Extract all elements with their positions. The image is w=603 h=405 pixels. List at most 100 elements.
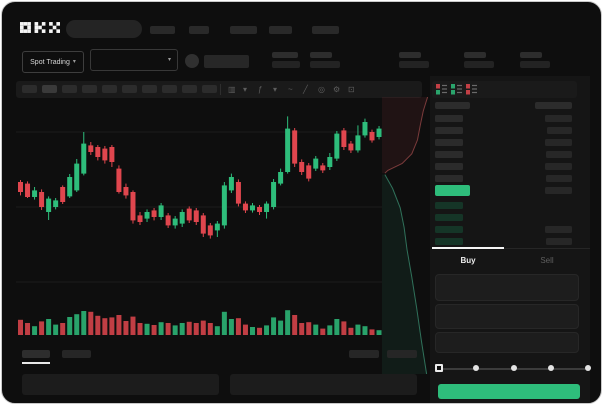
volume-bar xyxy=(165,323,171,335)
interval-button[interactable] xyxy=(122,85,137,93)
slider-stop[interactable] xyxy=(585,365,591,371)
snapshot-icon[interactable]: ◎ xyxy=(318,85,325,94)
candle xyxy=(285,116,291,335)
order-history-panel[interactable] xyxy=(230,374,417,395)
volume-bar xyxy=(144,323,150,335)
open-orders-panel[interactable] xyxy=(22,374,219,395)
volume-bar xyxy=(179,323,185,335)
orderbook-amount-header xyxy=(535,102,572,109)
volume-bar xyxy=(376,330,382,335)
candle xyxy=(88,142,94,335)
stat-label xyxy=(520,52,542,58)
interval-button[interactable] xyxy=(82,85,97,93)
nav-item[interactable] xyxy=(189,26,209,34)
volume-bar xyxy=(306,322,312,335)
header-action-button[interactable] xyxy=(204,55,249,68)
candle xyxy=(25,181,31,335)
slider-stop[interactable] xyxy=(510,365,517,371)
draw-icon[interactable]: ╱ xyxy=(303,85,308,94)
candle xyxy=(158,203,164,335)
volume-bar xyxy=(67,317,73,335)
candle xyxy=(207,223,213,335)
candlestick-chart[interactable] xyxy=(16,97,382,337)
volume-bar xyxy=(334,319,340,335)
bottom-tab-indicator xyxy=(22,362,50,364)
interval-button[interactable] xyxy=(142,85,157,93)
volume-bar xyxy=(46,319,52,335)
candle xyxy=(74,159,80,335)
candle xyxy=(313,156,319,335)
book-asks-icon[interactable] xyxy=(466,84,477,95)
book-bids-icon[interactable] xyxy=(451,84,462,95)
interval-button[interactable] xyxy=(22,85,37,93)
volume-bar xyxy=(172,325,178,335)
volume-bar xyxy=(348,327,354,335)
nav-item[interactable] xyxy=(150,26,175,34)
candle xyxy=(228,173,234,335)
bid-price-bar xyxy=(435,238,463,245)
price-input[interactable] xyxy=(435,274,579,301)
ask-price-bar xyxy=(435,151,463,158)
buy-submit-button[interactable] xyxy=(438,384,580,399)
slider-handle[interactable] xyxy=(435,364,443,372)
token-avatar[interactable] xyxy=(185,54,199,68)
chevron-down-icon[interactable]: ▾ xyxy=(243,85,248,94)
interval-button[interactable] xyxy=(202,85,217,93)
volume-bar xyxy=(320,328,326,335)
pair-dropdown[interactable]: ▾ xyxy=(90,49,178,71)
depth-chart[interactable] xyxy=(382,97,430,374)
tab-buy[interactable]: Buy xyxy=(460,255,476,265)
interval-button[interactable] xyxy=(162,85,177,93)
candle xyxy=(271,179,277,335)
indicators-icon[interactable]: ƒ xyxy=(258,85,263,94)
candle xyxy=(221,182,227,335)
buy-tab-indicator xyxy=(432,247,504,249)
interval-button[interactable] xyxy=(182,85,197,93)
market-type-selector[interactable]: Spot Trading ▾ xyxy=(22,51,84,73)
candle xyxy=(242,201,248,335)
volume-bar xyxy=(116,315,122,335)
bottom-tab-orders[interactable] xyxy=(22,350,50,358)
slider-stop[interactable] xyxy=(547,365,554,371)
toolbar-divider xyxy=(220,84,221,95)
volume-bar xyxy=(355,324,361,335)
line-type-icon[interactable]: ~ xyxy=(288,85,293,94)
nav-item[interactable] xyxy=(269,26,292,34)
bottom-right-link-2[interactable] xyxy=(387,350,417,358)
candle-style-icon[interactable]: ▥ xyxy=(228,85,236,94)
stat-label xyxy=(272,52,298,58)
candle xyxy=(186,206,192,335)
chevron-down-icon[interactable]: ▾ xyxy=(273,85,278,94)
bottom-right-link-1[interactable] xyxy=(349,350,379,358)
nav-item[interactable] xyxy=(312,26,339,34)
candle xyxy=(53,198,59,335)
candle xyxy=(348,141,354,335)
interval-button[interactable] xyxy=(62,85,77,93)
bottom-tab-history[interactable] xyxy=(62,350,91,358)
ask-amount-bar xyxy=(545,139,572,146)
volume-bar xyxy=(130,316,136,335)
volume-bar xyxy=(25,323,31,335)
okx-logo[interactable] xyxy=(20,21,60,34)
interval-button[interactable] xyxy=(42,85,57,93)
volume-bar xyxy=(362,326,368,335)
tab-sell[interactable]: Sell xyxy=(540,255,554,265)
ask-amount-bar xyxy=(545,163,572,170)
interval-button[interactable] xyxy=(102,85,117,93)
nav-item[interactable] xyxy=(230,26,257,34)
candle xyxy=(130,190,136,335)
stat-value xyxy=(310,61,340,68)
stat-label xyxy=(310,52,332,58)
fullscreen-icon[interactable]: ⊡ xyxy=(348,85,355,94)
amount-input[interactable] xyxy=(435,304,579,329)
total-input[interactable] xyxy=(435,332,579,353)
search-input[interactable] xyxy=(66,20,142,38)
book-both-icon[interactable] xyxy=(436,84,447,95)
volume-bar xyxy=(228,319,234,335)
slider-stop[interactable] xyxy=(473,365,480,371)
last-price-bar[interactable] xyxy=(435,185,470,196)
volume-bar xyxy=(369,329,375,335)
volume-bar xyxy=(32,326,38,335)
settings-icon[interactable]: ⚙ xyxy=(333,85,341,94)
